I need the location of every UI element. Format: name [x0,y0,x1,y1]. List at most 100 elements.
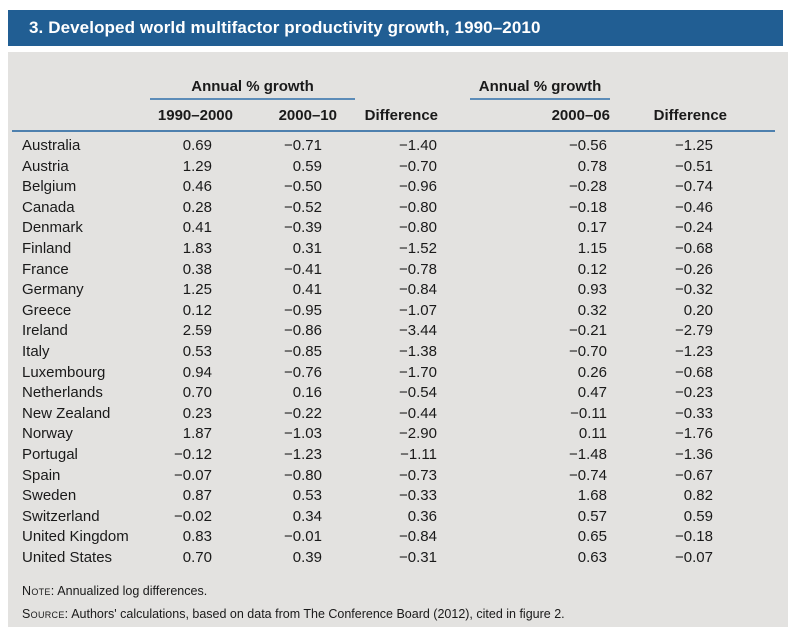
group-header-left: Annual % growth [145,66,360,101]
note-text: Annualized log differences. [54,584,208,599]
value-cell: −0.12 [174,445,212,463]
country-cell: United States [22,548,113,566]
column-header-row: 1990–2000 2000–10 Difference 2000–06 Dif… [12,101,775,132]
value-cell: 0.12 [577,260,607,278]
value-cell: −0.68 [675,363,713,381]
value-cell: 0.70 [182,384,212,402]
value-cell: −0.95 [284,301,322,319]
source-line: Source: Authors' calculations, based on … [22,607,788,621]
country-cell: Germany [22,281,84,299]
value-cell: −0.33 [399,487,437,505]
source-text: Authors' calculations, based on data fro… [68,607,565,622]
country-cell: Switzerland [22,507,100,525]
value-cell: −0.18 [569,198,607,216]
country-cell: Spain [22,466,61,484]
group-header-right: Annual % growth [455,66,625,101]
table-row: Spain −0.07 −0.80 −0.73 −0.74 −0.67 [12,466,775,487]
value-cell: −0.68 [675,239,713,257]
value-cell: 0.53 [182,342,212,360]
value-cell: 0.78 [577,157,607,175]
value-cell: 0.32 [577,301,607,319]
table-row: Finland 1.83 0.31 −1.52 1.15 −0.68 [12,239,775,260]
value-cell: 0.20 [683,301,713,319]
value-cell: −0.78 [399,260,437,278]
value-cell: 0.69 [182,137,212,154]
table-row: Ireland 2.59 −0.86 −3.44 −0.21 −2.79 [12,321,775,342]
table-container: Annual % growth Annual % growth 1990–200… [8,52,788,627]
column-header-difference-1: Difference [360,101,455,132]
value-cell: 0.93 [577,281,607,299]
table-row: Switzerland −0.02 0.34 0.36 0.57 0.59 [12,507,775,528]
country-cell: Canada [22,198,75,216]
value-cell: −0.02 [174,507,212,525]
value-cell: 0.16 [292,384,322,402]
value-cell: −0.23 [675,384,713,402]
table-row: Denmark 0.41 −0.39 −0.80 0.17 −0.24 [12,218,775,239]
value-cell: 1.29 [182,157,212,175]
value-cell: −0.54 [399,384,437,402]
value-cell: −0.18 [675,528,713,546]
value-cell: 0.59 [292,157,322,175]
value-cell: −0.80 [399,198,437,216]
value-cell: 0.65 [577,528,607,546]
value-cell: 0.17 [577,219,607,237]
table-row: Austria 1.29 0.59 −0.70 0.78 −0.51 [12,157,775,178]
value-cell: −1.25 [675,137,713,154]
value-cell: 0.82 [683,487,713,505]
value-cell: −1.76 [675,425,713,443]
figure-title: 3. Developed world multifactor productiv… [29,18,541,37]
table-row: Canada 0.28 −0.52 −0.80 −0.18 −0.46 [12,198,775,219]
value-cell: 0.23 [182,404,212,422]
table-row: Luxembourg 0.94 −0.76 −1.70 0.26 −0.68 [12,363,775,384]
value-cell: −0.71 [284,137,322,154]
value-cell: −0.44 [399,404,437,422]
value-cell: 0.53 [292,487,322,505]
value-cell: 0.26 [577,363,607,381]
value-cell: 1.25 [182,281,212,299]
value-cell: 0.34 [292,507,322,525]
value-cell: −0.01 [284,528,322,546]
group-header-row: Annual % growth Annual % growth [12,66,775,101]
value-cell: 0.94 [182,363,212,381]
value-cell: 0.57 [577,507,607,525]
value-cell: −0.73 [399,466,437,484]
value-cell: 0.41 [292,281,322,299]
value-cell: −0.80 [399,219,437,237]
value-cell: −0.74 [675,178,713,196]
value-cell: −0.76 [284,363,322,381]
country-cell: Luxembourg [22,363,106,381]
page: { "title": "3. Developed world multifact… [0,10,790,637]
value-cell: 1.15 [577,239,607,257]
value-cell: −0.86 [284,322,322,340]
table-row: United Kingdom 0.83 −0.01 −0.84 0.65 −0.18 [12,527,775,548]
country-cell: New Zealand [22,404,111,422]
table-row: New Zealand 0.23 −0.22 −0.44 −0.11 −0.33 [12,404,775,425]
value-cell: −0.80 [284,466,322,484]
group-header-spacer [625,66,775,101]
table-row: United States 0.70 0.39 −0.31 0.63 −0.07 [12,548,775,569]
value-cell: −2.79 [675,322,713,340]
value-cell: −0.84 [399,281,437,299]
value-cell: 0.36 [407,507,437,525]
value-cell: 0.12 [182,301,212,319]
value-cell: −1.36 [675,445,713,463]
value-cell: 0.28 [182,198,212,216]
value-cell: −0.46 [675,198,713,216]
value-cell: 0.11 [578,425,607,443]
value-cell: −0.33 [675,404,713,422]
value-cell: 0.70 [182,548,212,566]
value-cell: 0.41 [182,219,212,237]
value-cell: 2.59 [182,322,212,340]
table-row: Germany 1.25 0.41 −0.84 0.93 −0.32 [12,280,775,301]
value-cell: −0.84 [399,528,437,546]
country-cell: United Kingdom [22,528,129,546]
value-cell: −0.26 [675,260,713,278]
value-cell: −3.44 [399,322,437,340]
value-cell: −0.52 [284,198,322,216]
value-cell: −2.90 [399,425,437,443]
country-cell: Italy [22,342,50,360]
value-cell: 1.83 [182,239,212,257]
value-cell: −0.74 [569,466,607,484]
value-cell: −0.41 [284,260,322,278]
value-cell: −1.40 [399,137,437,154]
